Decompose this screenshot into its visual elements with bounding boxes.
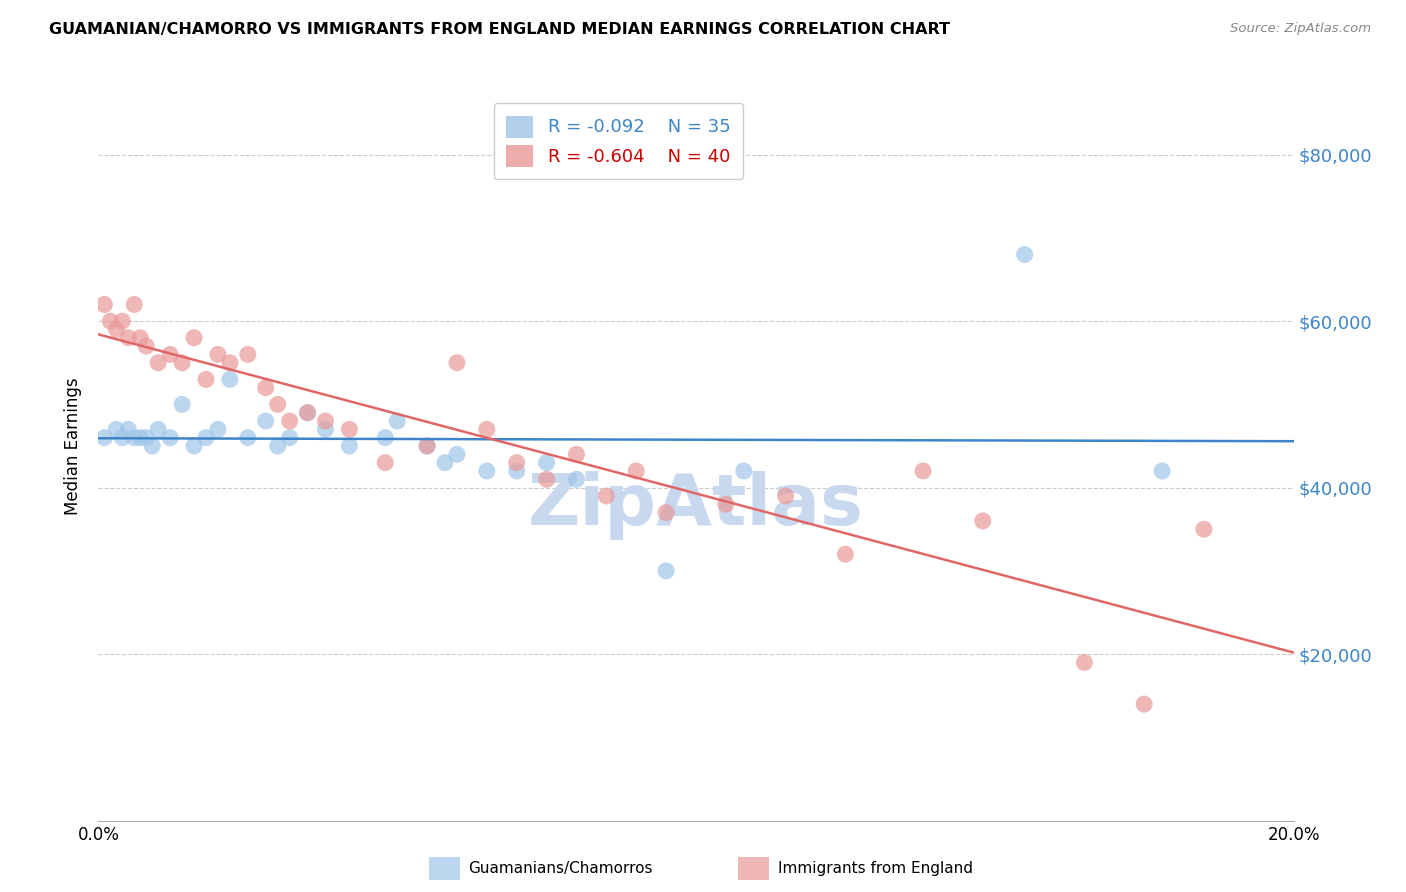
Point xyxy=(475,464,498,478)
Point xyxy=(111,431,134,445)
Point xyxy=(135,339,157,353)
Point xyxy=(172,356,194,370)
Point xyxy=(1014,247,1036,261)
Point xyxy=(1152,464,1174,478)
Point xyxy=(536,456,558,470)
Point xyxy=(183,331,205,345)
Point xyxy=(416,439,439,453)
Point xyxy=(195,372,218,386)
Point xyxy=(159,347,181,361)
Point xyxy=(183,439,205,453)
Point xyxy=(565,447,588,461)
Point xyxy=(117,422,139,436)
Point xyxy=(236,347,259,361)
Point xyxy=(135,431,157,445)
Point xyxy=(374,431,396,445)
Point xyxy=(159,431,181,445)
Point xyxy=(655,564,678,578)
Point xyxy=(254,414,277,428)
Point xyxy=(207,347,229,361)
Point xyxy=(834,547,856,561)
Text: Immigrants from England: Immigrants from England xyxy=(778,862,973,876)
Point xyxy=(626,464,648,478)
Point xyxy=(124,297,146,311)
Point xyxy=(565,472,588,486)
Point xyxy=(124,431,146,445)
Point xyxy=(219,372,242,386)
Point xyxy=(105,322,128,336)
Point xyxy=(506,464,529,478)
Point xyxy=(278,414,301,428)
Point xyxy=(111,314,134,328)
Point xyxy=(141,439,163,453)
Point xyxy=(172,397,194,411)
Point xyxy=(267,397,290,411)
Point xyxy=(129,331,152,345)
Point xyxy=(236,431,259,445)
Point xyxy=(1133,697,1156,711)
Point xyxy=(972,514,994,528)
Point xyxy=(297,406,319,420)
Point xyxy=(105,422,128,436)
Point xyxy=(1192,522,1215,536)
Point xyxy=(93,431,115,445)
Legend: R = -0.092    N = 35, R = -0.604    N = 40: R = -0.092 N = 35, R = -0.604 N = 40 xyxy=(494,103,742,179)
Text: ZipAtlas: ZipAtlas xyxy=(529,472,863,541)
Y-axis label: Median Earnings: Median Earnings xyxy=(65,377,83,515)
Text: Guamanians/Chamorros: Guamanians/Chamorros xyxy=(468,862,652,876)
Point xyxy=(117,331,139,345)
Point xyxy=(93,297,115,311)
Point xyxy=(254,381,277,395)
Point xyxy=(219,356,242,370)
Point xyxy=(297,406,319,420)
Point xyxy=(339,422,361,436)
Point xyxy=(506,456,529,470)
Point xyxy=(315,422,337,436)
Point xyxy=(595,489,617,503)
Point xyxy=(315,414,337,428)
Point xyxy=(714,497,737,511)
Point xyxy=(416,439,439,453)
Point xyxy=(374,456,396,470)
Point xyxy=(339,439,361,453)
Text: GUAMANIAN/CHAMORRO VS IMMIGRANTS FROM ENGLAND MEDIAN EARNINGS CORRELATION CHART: GUAMANIAN/CHAMORRO VS IMMIGRANTS FROM EN… xyxy=(49,22,950,37)
Point xyxy=(195,431,218,445)
Point xyxy=(207,422,229,436)
Point xyxy=(148,356,170,370)
Point xyxy=(655,506,678,520)
Text: Source: ZipAtlas.com: Source: ZipAtlas.com xyxy=(1230,22,1371,36)
Point xyxy=(536,472,558,486)
Point xyxy=(475,422,498,436)
Point xyxy=(446,447,468,461)
Point xyxy=(129,431,152,445)
Point xyxy=(278,431,301,445)
Point xyxy=(148,422,170,436)
Point xyxy=(446,356,468,370)
Point xyxy=(775,489,797,503)
Point xyxy=(434,456,457,470)
Point xyxy=(385,414,409,428)
Point xyxy=(267,439,290,453)
Point xyxy=(912,464,935,478)
Point xyxy=(98,314,122,328)
Point xyxy=(733,464,755,478)
Point xyxy=(1073,656,1095,670)
